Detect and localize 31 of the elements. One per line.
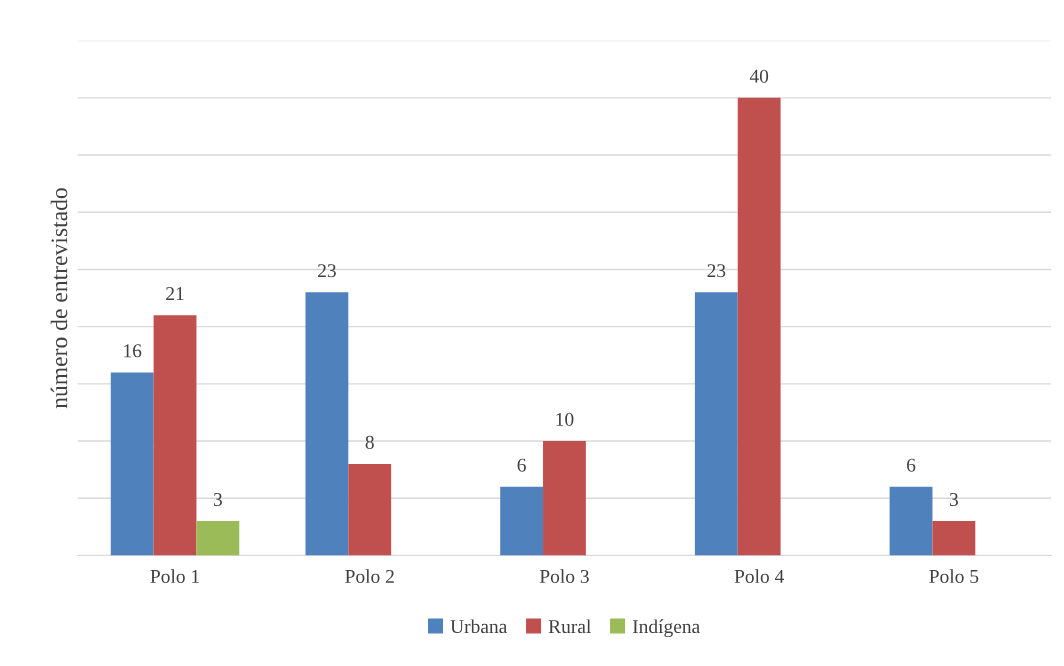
bar [305,292,349,556]
data-label: 3 [949,492,958,507]
legend-label: Rural [548,619,591,634]
y-axis-title: número de entrevistado [50,188,68,409]
data-label: 16 [124,344,142,358]
x-tick-label: Polo 3 [539,569,589,584]
bar [543,441,586,556]
bar [737,97,781,556]
bar [153,315,197,556]
bar [694,292,738,556]
x-tick-label: Polo 2 [345,569,394,584]
legend-label: Urbana [450,619,508,634]
data-label: 6 [907,458,916,472]
x-tick-label: Polo 4 [734,569,784,584]
data-label: 40 [749,69,769,83]
x-tick-label: Polo 5 [929,569,979,584]
data-label: 23 [707,264,726,278]
x-tick-label: Polo 1 [150,569,199,584]
data-label: 10 [556,412,574,426]
bar [110,372,154,556]
data-label: 23 [318,264,336,278]
bar [932,521,976,556]
data-label: 8 [365,435,374,449]
bar [348,463,392,556]
data-label: 3 [213,492,222,507]
legend-label: Indígena [632,619,700,638]
bar [500,486,544,556]
data-label: 21 [166,287,184,300]
bar [889,486,933,556]
bar [196,521,240,556]
data-label: 6 [517,458,526,472]
